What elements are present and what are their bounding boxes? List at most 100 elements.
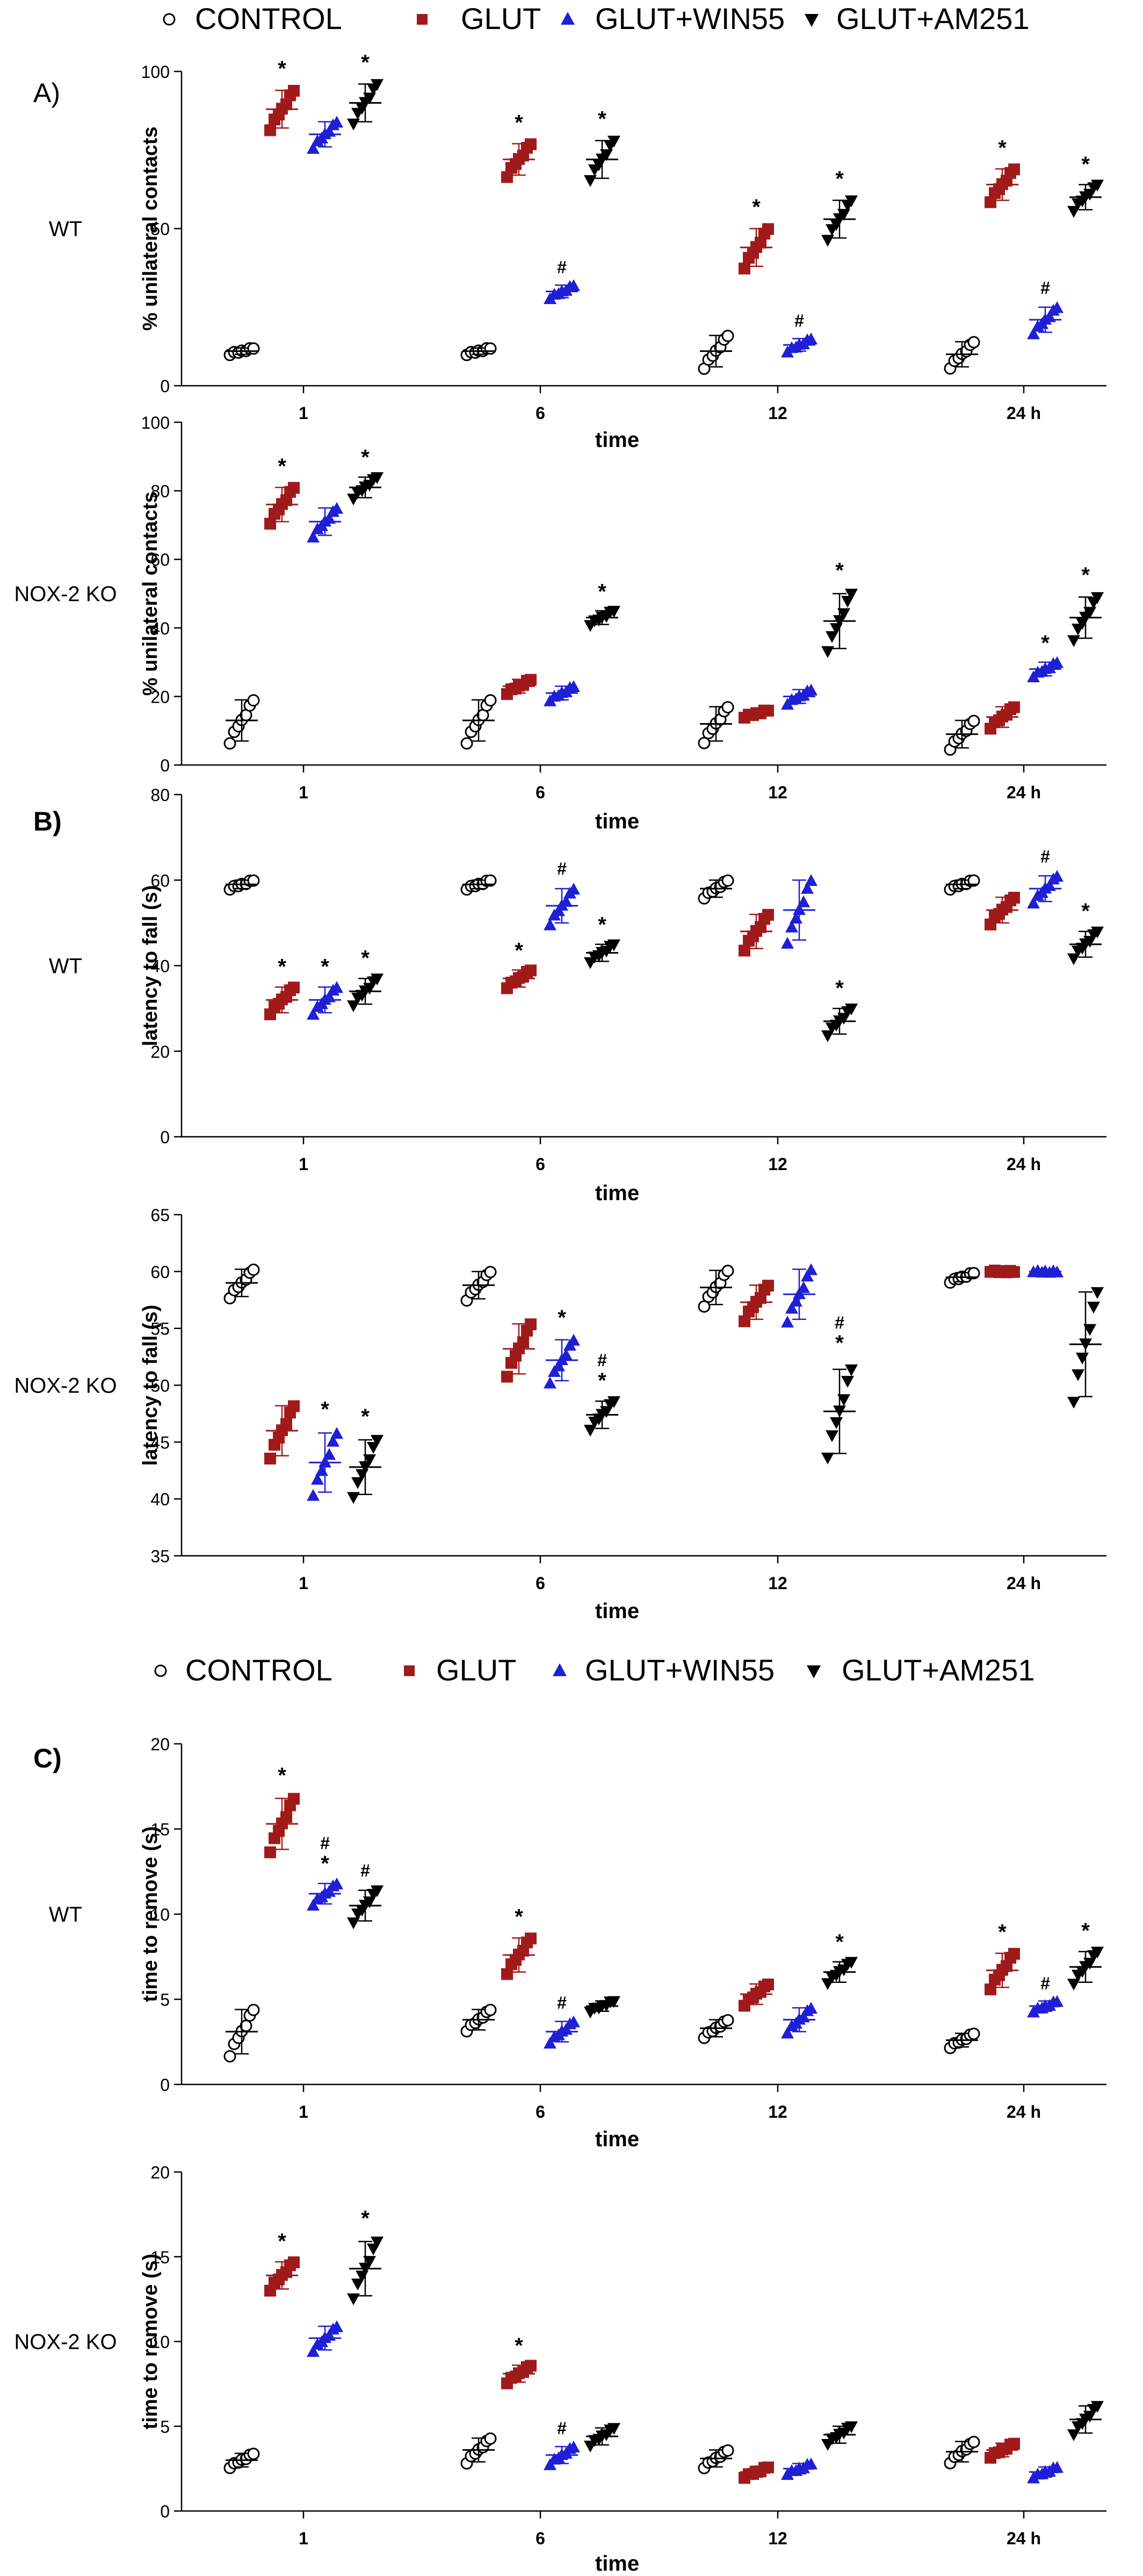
data-point	[371, 79, 384, 91]
data-group	[698, 2444, 734, 2474]
data-point	[560, 1348, 573, 1361]
significance-mark: *	[835, 167, 844, 191]
data-point	[264, 1452, 276, 1464]
chart-panel-3: 0 20 40 60 80 1 6 12 24 h time latency to fall (s)…	[49, 785, 1106, 1205]
legend-c-glut-marker	[404, 1665, 415, 1676]
data-point	[845, 2421, 858, 2434]
significance-mark: *	[361, 1405, 370, 1428]
data-point	[805, 1263, 818, 1275]
y-tick-label: 60	[150, 871, 170, 890]
data-point	[698, 737, 711, 749]
data-point	[781, 2026, 794, 2039]
data-point	[264, 1846, 276, 1858]
data-point	[307, 1899, 320, 1911]
data-point	[264, 124, 276, 136]
data-point	[288, 1400, 300, 1412]
data-group: *	[821, 976, 858, 1042]
y-tick-label: 35	[150, 1547, 170, 1566]
x-tick-label: 12	[768, 783, 787, 802]
x-tick-label: 1	[299, 783, 308, 802]
significance-mark: *	[1041, 631, 1050, 655]
data-point	[739, 1315, 750, 1327]
y-tick-label: 10	[150, 1905, 170, 1924]
data-group	[584, 2423, 620, 2453]
significance-mark: #	[597, 1351, 607, 1370]
data-point	[607, 605, 620, 618]
data-group	[698, 701, 734, 749]
significance-mark: #	[1040, 847, 1050, 867]
legend-glut-marker	[417, 14, 428, 25]
data-group: #	[1027, 847, 1064, 909]
data-group	[223, 694, 260, 750]
x-tick-label: 1	[299, 2102, 308, 2122]
row-label: WT	[49, 955, 82, 978]
data-group	[944, 715, 980, 756]
data-point	[821, 1030, 834, 1042]
data-point	[307, 142, 320, 154]
data-group: *	[307, 955, 343, 1020]
data-group: *	[584, 107, 620, 187]
data-point	[1008, 701, 1020, 713]
data-point	[762, 908, 774, 921]
significance-mark: *	[278, 2229, 286, 2253]
significance-mark: *	[835, 976, 844, 1000]
data-group: *	[821, 167, 858, 247]
data-group: *	[821, 1930, 858, 1990]
data-point	[1083, 607, 1096, 619]
y-axis-title: latency to fall (s)	[139, 1305, 162, 1466]
data-point	[607, 1396, 620, 1409]
data-point	[805, 333, 818, 345]
data-point	[821, 235, 834, 247]
data-point	[1091, 1287, 1104, 1299]
significance-mark: #	[557, 257, 567, 277]
data-group: *	[347, 445, 384, 506]
data-point	[607, 939, 620, 951]
data-point	[223, 737, 236, 750]
data-point	[1008, 2437, 1020, 2450]
section-label-b: B)	[33, 806, 62, 836]
data-group	[944, 874, 980, 896]
data-point	[371, 973, 384, 986]
legend-c-am251-label: GLUT+AM251	[842, 1653, 1035, 1687]
data-group: #	[544, 257, 580, 304]
data-point	[567, 883, 580, 895]
data-point	[821, 646, 834, 658]
data-group: #	[1027, 1974, 1064, 2018]
significance-mark: *	[278, 955, 286, 979]
data-point	[845, 1957, 858, 1969]
section-label-a: A)	[33, 78, 60, 108]
x-tick-label: 6	[536, 2529, 545, 2548]
data-group	[307, 502, 343, 543]
data-group	[944, 1267, 980, 1289]
y-tick-label: 65	[150, 1206, 170, 1225]
data-point	[967, 2436, 980, 2449]
data-group: *	[1027, 631, 1064, 682]
y-tick-label: 80	[150, 482, 170, 501]
data-point	[525, 138, 537, 150]
data-point	[1027, 327, 1040, 340]
data-point	[781, 936, 794, 949]
y-axis-title: latency to fall (s)	[139, 885, 162, 1047]
data-group: *	[739, 195, 774, 275]
data-point	[1008, 1947, 1020, 1960]
data-group: *	[264, 57, 300, 136]
x-axis-title: time	[595, 1181, 639, 1205]
data-group	[460, 874, 497, 896]
data-point	[484, 342, 497, 355]
data-point	[347, 2293, 360, 2305]
x-tick-label: 12	[768, 2102, 787, 2122]
data-point	[584, 1425, 597, 1437]
data-point	[280, 98, 292, 111]
data-point	[223, 2050, 236, 2063]
data-point	[797, 1281, 810, 1293]
data-point	[837, 608, 850, 620]
y-tick-label: 100	[141, 413, 170, 432]
data-point	[845, 1364, 858, 1376]
data-point	[544, 2037, 556, 2049]
y-tick-label: 15	[150, 1820, 170, 1839]
data-point	[247, 2003, 260, 2016]
significance-mark: *	[278, 1764, 286, 1787]
data-group	[460, 694, 497, 750]
data-group	[985, 1265, 1020, 1279]
data-group	[460, 2432, 497, 2470]
